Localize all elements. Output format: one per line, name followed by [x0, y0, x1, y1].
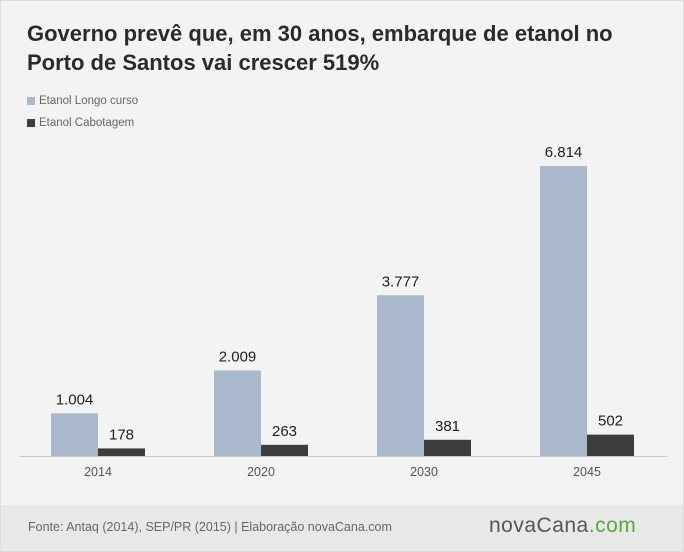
data-label-longo-curso-2014: 1.004 — [56, 391, 94, 408]
source-note: Fonte: Antaq (2014), SEP/PR (2015) | Ela… — [28, 520, 392, 534]
bar-longo-curso-2020 — [214, 370, 261, 456]
data-label-longo-curso-2020: 2.009 — [219, 348, 257, 365]
brand-suffix: .com — [588, 514, 637, 537]
bar-cabotagem-2045 — [587, 434, 634, 456]
footer: Fonte: Antaq (2014), SEP/PR (2015) | Ela… — [1, 505, 683, 551]
bar-cabotagem-2014 — [98, 448, 145, 456]
data-label-cabotagem-2030: 381 — [435, 418, 460, 435]
x-tick-label-2014: 2014 — [84, 465, 112, 479]
data-label-longo-curso-2045: 6.814 — [545, 144, 583, 161]
x-tick-label-2030: 2030 — [410, 465, 438, 479]
bar-cabotagem-2030 — [424, 439, 471, 456]
bar-chart: 1.004 178 2014 2.009 263 2020 3.777 381 2030 6.81… — [19, 144, 667, 479]
data-label-cabotagem-2020: 263 — [272, 423, 297, 440]
data-label-cabotagem-2045: 502 — [598, 413, 623, 430]
x-tick-label-2045: 2045 — [573, 465, 601, 479]
brand-name: novaCana — [489, 514, 589, 537]
legend-swatch-longo-curso — [27, 97, 35, 105]
bar-longo-curso-2030 — [377, 295, 424, 456]
bar-longo-curso-2014 — [51, 413, 98, 456]
legend-swatch-cabotagem — [27, 119, 35, 127]
legend-item-longo-curso: Etanol Longo curso — [27, 90, 138, 112]
chart-title: Governo prevê que, em 30 anos, embarque … — [27, 21, 613, 75]
bar-cabotagem-2020 — [261, 444, 308, 456]
legend-label-longo-curso: Etanol Longo curso — [39, 95, 139, 107]
data-label-cabotagem-2014: 178 — [109, 426, 134, 443]
brand-logo: novaCana.com — [489, 514, 636, 538]
chart-legend: Etanol Longo curso Etanol Cabotagem — [27, 90, 138, 134]
data-label-longo-curso-2030: 3.777 — [382, 273, 420, 290]
bar-longo-curso-2045 — [540, 166, 587, 456]
legend-item-cabotagem: Etanol Cabotagem — [27, 112, 138, 134]
legend-label-cabotagem: Etanol Cabotagem — [39, 117, 135, 129]
x-tick-label-2020: 2020 — [247, 465, 275, 479]
